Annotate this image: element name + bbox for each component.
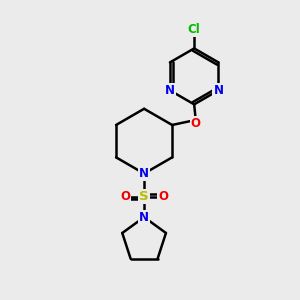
Text: O: O (120, 190, 130, 203)
Text: N: N (213, 84, 224, 97)
Text: O: O (190, 117, 201, 130)
Text: Cl: Cl (188, 23, 200, 36)
Text: O: O (158, 190, 168, 203)
Text: N: N (139, 211, 149, 224)
Text: S: S (139, 190, 149, 203)
Text: N: N (139, 167, 149, 180)
Text: N: N (165, 84, 175, 97)
